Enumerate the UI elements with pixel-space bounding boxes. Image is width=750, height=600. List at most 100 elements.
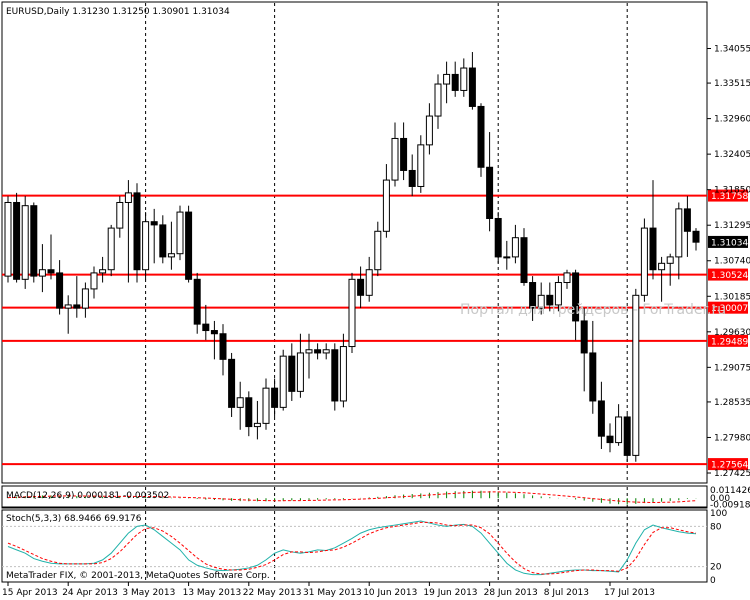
candle-body (615, 416, 623, 444)
candlestick-series (4, 52, 700, 462)
candle-body (245, 397, 253, 428)
price-tick-label: 1.30740 (714, 257, 750, 267)
candle-body (159, 224, 167, 258)
candle-body (537, 294, 545, 309)
level-label: 1.27564 (711, 461, 748, 471)
candle-body (73, 304, 81, 309)
candle-body (554, 282, 562, 306)
candle-body (520, 237, 528, 284)
candle-body (546, 294, 554, 306)
candle-body (460, 67, 468, 91)
candle-body (271, 387, 279, 408)
level-label: 1.30524 (711, 271, 748, 281)
price-tick-label: 1.31850 (714, 186, 750, 196)
candle-body (339, 346, 347, 402)
candle-body (683, 208, 691, 232)
copyright: MetaTrader FIX, © 2001-2013, MetaQuotes … (6, 571, 270, 581)
candle-body (434, 83, 442, 117)
price-tick-label: 1.33515 (714, 79, 750, 89)
level-label-bg (708, 301, 748, 314)
level-label-bg (708, 334, 748, 347)
level-label-bg (708, 268, 748, 281)
candle-body (47, 269, 55, 274)
candle-body (632, 294, 640, 456)
candle-body (116, 201, 124, 229)
candle-body (494, 217, 502, 258)
candle-body (503, 256, 511, 259)
candle-body (219, 333, 227, 360)
candle-body (649, 227, 657, 271)
candle-body (64, 304, 72, 309)
candle-body (314, 349, 322, 354)
price-tick-label: 1.27980 (714, 433, 750, 443)
candle-body (675, 208, 683, 258)
candle-body (443, 73, 451, 85)
grid-layer (2, 3, 707, 581)
candle-body (666, 256, 674, 264)
stoch-signal-line (7, 521, 697, 575)
candle-body (348, 278, 356, 348)
candle-body (400, 137, 408, 171)
candle-body (30, 205, 38, 277)
candle-body (658, 262, 666, 271)
candle-body (56, 272, 64, 309)
candle-body (13, 201, 21, 280)
candle-body (81, 288, 89, 309)
candle-body (279, 355, 287, 408)
candle-body (150, 221, 158, 226)
x-tick-label: 22 May 2013 (243, 588, 302, 598)
x-tick-label: 8 Jul 2013 (544, 588, 589, 598)
candle-body (572, 272, 580, 322)
stoch-tick-label: 100 (710, 509, 727, 519)
x-tick-label: 10 Jun 2013 (363, 588, 417, 598)
axis-labels: 1.34055 1.33515 1.32960 1.32405 1.31850 1.312… (2, 44, 750, 598)
candle-body (692, 230, 700, 243)
stoch-tick-label: 0 (710, 576, 716, 586)
candle-body (322, 349, 330, 354)
stoch-panel-frame (1, 509, 708, 583)
candle-body (563, 272, 571, 284)
candle-body (640, 227, 648, 296)
candle-body (305, 349, 313, 354)
candle-body (296, 352, 304, 392)
level-label: 1.31758 (711, 192, 748, 202)
candle-body (262, 387, 270, 424)
macd-title: MACD(12,26,9) 0.000181 -0.003502 (6, 491, 169, 501)
candle-body (382, 179, 390, 232)
price-tick-label: 1.29075 (714, 363, 750, 373)
watermark: Портал для трейдеров - ForTrader.ru (460, 302, 726, 318)
candle-body (228, 358, 236, 408)
candle-body (589, 352, 597, 402)
candle-body (511, 237, 519, 258)
candle-body (365, 269, 373, 296)
level-label: 1.30007 (711, 304, 748, 314)
candle-body (99, 269, 107, 274)
price-tick-label: 1.28535 (714, 398, 750, 408)
candle-body (124, 192, 132, 203)
macd-tick-label: -0.009187 (710, 501, 750, 511)
candle-body (425, 115, 433, 146)
price-tick-label: 1.30185 (714, 292, 750, 302)
price-panel-frame (1, 1, 708, 484)
price-tick-label: 1.27425 (714, 469, 750, 479)
candle-body (477, 105, 485, 168)
candle-body (142, 221, 150, 271)
candle-body (451, 73, 459, 91)
x-tick-label: 19 Jun 2013 (423, 588, 477, 598)
stoch-tick-label: 80 (710, 522, 722, 532)
candle-body (597, 400, 605, 437)
candle-body (468, 67, 476, 107)
price-tick-label: 1.31295 (714, 221, 750, 231)
candle-body (408, 169, 416, 187)
level-label-bg (708, 189, 748, 202)
price-tick-label: 1.32960 (714, 115, 750, 125)
macd-tick-label: 0.011426 (710, 486, 750, 496)
candle-body (486, 166, 494, 219)
macd-tick-label: 0.00 (710, 494, 730, 504)
x-tick-label: 15 Apr 2013 (2, 588, 58, 598)
stoch-title: Stoch(5,3,3) 68.9466 69.9176 (6, 514, 142, 524)
candle-body (331, 349, 339, 402)
current-price-label: 1.31034 (711, 238, 748, 248)
price-tick-label: 1.32405 (714, 150, 750, 160)
